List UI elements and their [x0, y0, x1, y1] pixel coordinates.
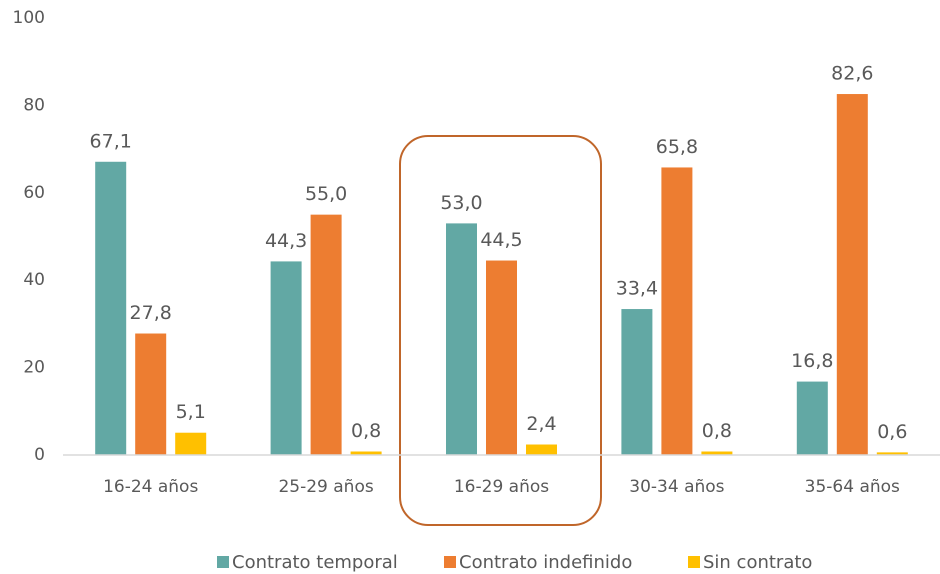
bar	[175, 432, 207, 455]
data-label: 44,5	[480, 229, 522, 251]
bar	[836, 94, 868, 456]
x-tick-label: 25-29 años	[278, 477, 373, 497]
bar	[270, 261, 302, 455]
data-label: 0,8	[702, 420, 732, 442]
legend-swatch	[444, 556, 456, 568]
y-tick-label: 100	[13, 8, 45, 28]
y-tick-label: 40	[23, 270, 45, 290]
x-tick-label: 30-34 años	[629, 477, 724, 497]
legend-label: Contrato indefinido	[459, 552, 632, 573]
legend-label: Sin contrato	[703, 552, 812, 573]
bar	[621, 309, 653, 455]
legend-swatch	[688, 556, 700, 568]
data-label: 82,6	[831, 63, 873, 85]
legend-label: Contrato temporal	[232, 552, 398, 573]
bar	[876, 452, 908, 455]
bar	[701, 451, 733, 455]
bar	[135, 333, 167, 455]
data-label: 44,3	[265, 230, 307, 252]
data-label: 0,8	[351, 420, 381, 442]
bar	[350, 451, 382, 455]
data-label: 65,8	[656, 136, 698, 158]
x-tick-label: 35-64 años	[805, 477, 900, 497]
x-tick-label: 16-24 años	[103, 477, 198, 497]
highlight-box	[399, 135, 602, 526]
data-label: 5,1	[176, 401, 206, 423]
x-tick-label: 16-29 años	[454, 477, 549, 497]
data-label: 2,4	[526, 413, 556, 435]
bar	[796, 381, 828, 455]
bar	[526, 444, 557, 455]
data-label: 67,1	[90, 130, 132, 152]
y-tick-label: 80	[23, 95, 45, 115]
bar	[661, 167, 693, 456]
data-label: 33,4	[616, 278, 658, 300]
y-tick-label: 20	[23, 358, 45, 378]
bar	[95, 161, 127, 455]
data-label: 27,8	[130, 302, 172, 324]
y-tick-label: 60	[23, 183, 45, 203]
data-label: 16,8	[791, 350, 833, 372]
legend-swatch	[217, 556, 229, 568]
bar	[446, 223, 477, 455]
data-label: 55,0	[305, 183, 347, 205]
y-tick-label: 0	[34, 445, 45, 465]
bar	[486, 260, 517, 455]
bar	[310, 214, 342, 455]
data-label: 0,6	[877, 421, 907, 443]
data-label: 53,0	[440, 192, 482, 214]
